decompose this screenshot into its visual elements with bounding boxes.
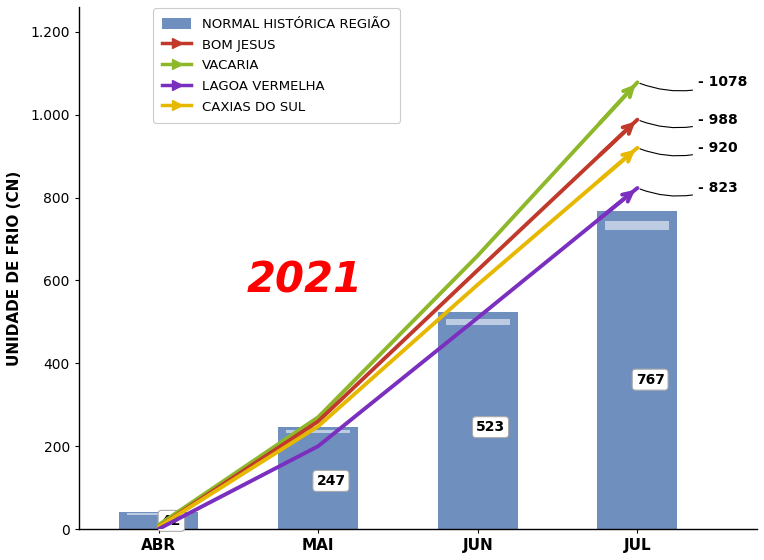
Bar <box>605 221 669 230</box>
Text: 247: 247 <box>316 474 345 488</box>
Bar <box>438 312 518 529</box>
Text: - 823: - 823 <box>640 181 738 196</box>
Text: 767: 767 <box>636 372 665 386</box>
Text: 42: 42 <box>162 514 181 528</box>
Bar <box>278 427 358 529</box>
Bar <box>127 514 190 515</box>
Text: - 920: - 920 <box>640 141 737 156</box>
Bar <box>118 512 199 529</box>
Text: 2021: 2021 <box>246 260 362 302</box>
Y-axis label: UNIDADE DE FRIO (CN): UNIDADE DE FRIO (CN) <box>7 170 22 366</box>
Legend: NORMAL HISTÓRICA REGIÃO, BOM JESUS, VACARIA, LAGOA VERMELHA, CAXIAS DO SUL: NORMAL HISTÓRICA REGIÃO, BOM JESUS, VACA… <box>154 8 400 123</box>
Text: - 1078: - 1078 <box>640 76 747 91</box>
Bar <box>446 319 510 325</box>
Bar <box>286 430 350 433</box>
Text: - 988: - 988 <box>640 113 738 128</box>
Bar <box>597 211 677 529</box>
Text: 523: 523 <box>476 420 505 434</box>
